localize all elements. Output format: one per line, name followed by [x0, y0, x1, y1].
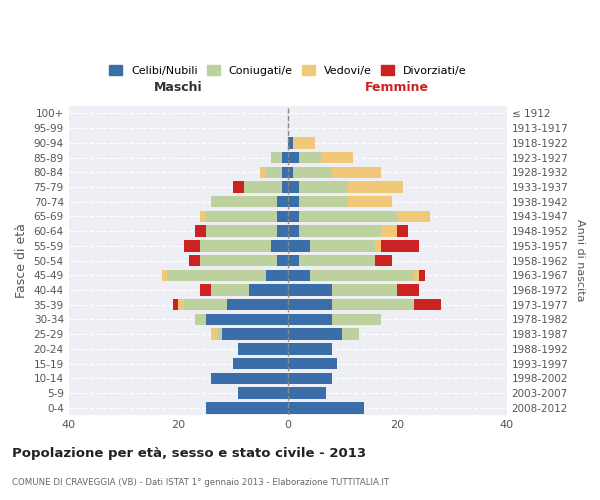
- Bar: [250, 284, 287, 296]
- Bar: [287, 343, 331, 354]
- Bar: [260, 166, 266, 178]
- Legend: Celibi/Nubili, Coniugati/e, Vedovi/e, Divorziati/e: Celibi/Nubili, Coniugati/e, Vedovi/e, Di…: [106, 62, 470, 80]
- Bar: [287, 270, 310, 281]
- Bar: [178, 299, 184, 310]
- Bar: [299, 226, 381, 237]
- Bar: [287, 284, 331, 296]
- Bar: [299, 196, 348, 207]
- Bar: [238, 343, 287, 354]
- Bar: [206, 402, 287, 413]
- Bar: [331, 314, 381, 325]
- Bar: [200, 284, 211, 296]
- Bar: [266, 166, 282, 178]
- Bar: [287, 226, 299, 237]
- Bar: [413, 299, 441, 310]
- Bar: [381, 240, 419, 252]
- Bar: [287, 328, 343, 340]
- Text: Popolazione per età, sesso e stato civile - 2013: Popolazione per età, sesso e stato civil…: [12, 448, 366, 460]
- Bar: [287, 299, 331, 310]
- Bar: [299, 152, 320, 164]
- Bar: [299, 210, 397, 222]
- Bar: [397, 210, 430, 222]
- Bar: [282, 166, 287, 178]
- Bar: [287, 402, 364, 413]
- Bar: [348, 182, 403, 192]
- Bar: [310, 240, 376, 252]
- Bar: [293, 137, 315, 148]
- Bar: [233, 182, 244, 192]
- Bar: [299, 182, 348, 192]
- Bar: [227, 299, 287, 310]
- Bar: [211, 372, 287, 384]
- Bar: [381, 226, 397, 237]
- Bar: [376, 255, 392, 266]
- Bar: [277, 196, 287, 207]
- Bar: [162, 270, 167, 281]
- Bar: [200, 210, 206, 222]
- Bar: [189, 255, 200, 266]
- Bar: [266, 270, 287, 281]
- Bar: [222, 328, 287, 340]
- Bar: [282, 182, 287, 192]
- Bar: [287, 388, 326, 399]
- Bar: [271, 240, 287, 252]
- Bar: [287, 152, 299, 164]
- Bar: [287, 314, 331, 325]
- Bar: [343, 328, 359, 340]
- Bar: [184, 240, 200, 252]
- Bar: [331, 166, 381, 178]
- Bar: [277, 226, 287, 237]
- Bar: [173, 299, 178, 310]
- Y-axis label: Anni di nascita: Anni di nascita: [575, 220, 585, 302]
- Bar: [200, 240, 271, 252]
- Bar: [271, 152, 282, 164]
- Bar: [320, 152, 353, 164]
- Bar: [331, 299, 413, 310]
- Bar: [233, 358, 287, 370]
- Bar: [194, 226, 206, 237]
- Bar: [376, 240, 381, 252]
- Bar: [287, 196, 299, 207]
- Bar: [287, 255, 299, 266]
- Bar: [287, 240, 310, 252]
- Text: COMUNE DI CRAVEGGIA (VB) - Dati ISTAT 1° gennaio 2013 - Elaborazione TUTTITALIA.: COMUNE DI CRAVEGGIA (VB) - Dati ISTAT 1°…: [12, 478, 389, 487]
- Text: Maschi: Maschi: [154, 82, 202, 94]
- Bar: [211, 196, 277, 207]
- Bar: [200, 255, 277, 266]
- Bar: [331, 284, 397, 296]
- Bar: [184, 299, 227, 310]
- Bar: [299, 255, 376, 266]
- Bar: [397, 284, 419, 296]
- Bar: [277, 210, 287, 222]
- Y-axis label: Fasce di età: Fasce di età: [15, 223, 28, 298]
- Bar: [293, 166, 331, 178]
- Bar: [282, 152, 287, 164]
- Bar: [217, 328, 222, 340]
- Bar: [206, 226, 277, 237]
- Bar: [211, 284, 250, 296]
- Bar: [413, 270, 419, 281]
- Bar: [211, 328, 217, 340]
- Bar: [238, 388, 287, 399]
- Bar: [206, 314, 287, 325]
- Bar: [287, 166, 293, 178]
- Bar: [397, 226, 408, 237]
- Bar: [206, 210, 277, 222]
- Bar: [310, 270, 413, 281]
- Bar: [167, 270, 266, 281]
- Bar: [244, 182, 282, 192]
- Text: Femmine: Femmine: [365, 82, 429, 94]
- Bar: [277, 255, 287, 266]
- Bar: [287, 182, 299, 192]
- Bar: [287, 358, 337, 370]
- Bar: [287, 372, 331, 384]
- Bar: [194, 314, 206, 325]
- Bar: [348, 196, 392, 207]
- Bar: [287, 210, 299, 222]
- Bar: [287, 137, 293, 148]
- Bar: [419, 270, 425, 281]
